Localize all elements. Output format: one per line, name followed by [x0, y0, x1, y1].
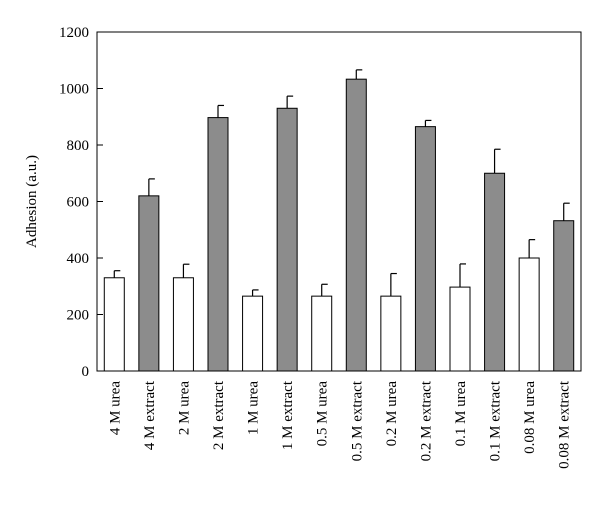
bar: [380, 295, 402, 372]
x-axis-labels: 4 M urea 4 M extract 2 M urea 2 M extract 1 …: [107, 380, 572, 469]
bar: [242, 295, 264, 372]
bar: [207, 117, 229, 372]
bar: [103, 277, 125, 372]
x-tick-label: 0.2 M urea: [384, 381, 400, 447]
bar: [518, 257, 540, 372]
x-tick-label: 0.1 M urea: [453, 381, 469, 447]
bar: [484, 172, 506, 372]
error-bars-group: [113, 69, 570, 297]
y-tick-label: 600: [67, 195, 90, 211]
y-axis-label: Adhesion (a.u.): [24, 155, 40, 248]
x-tick-label: 2 M extract: [211, 380, 227, 450]
x-tick-label: 0.08 M extract: [557, 380, 573, 469]
bar: [414, 126, 436, 372]
bar: [311, 295, 333, 372]
bar: [449, 286, 471, 372]
x-tick-label: 1 M urea: [246, 381, 262, 435]
x-tick-label: 4 M extract: [142, 380, 158, 450]
y-tick-label: 200: [67, 308, 90, 324]
bars-group: [103, 78, 575, 372]
x-tick-label: 0.5 M urea: [315, 381, 331, 447]
x-tick-label: 0.2 M extract: [418, 380, 434, 461]
y-tick-label: 800: [67, 138, 90, 154]
x-tick-label: 1 M extract: [280, 380, 296, 450]
x-tick-label: 0.5 M extract: [349, 380, 365, 461]
x-tick-label: 2 M urea: [176, 381, 192, 435]
x-tick-label: 0.1 M extract: [488, 380, 504, 461]
y-tick-label: 400: [67, 251, 90, 267]
bar: [138, 195, 160, 372]
y-tick-label: 1000: [59, 82, 89, 98]
y-tick-label: 1200: [59, 25, 89, 41]
bar: [553, 220, 575, 372]
x-tick-label: 4 M urea: [107, 381, 123, 435]
bar: [345, 78, 367, 372]
x-tick-label: 0.08 M urea: [522, 381, 538, 454]
bar: [276, 107, 298, 372]
bar: [172, 277, 194, 372]
plot-frame: [96, 31, 582, 372]
y-tick-label: 0: [82, 364, 90, 380]
